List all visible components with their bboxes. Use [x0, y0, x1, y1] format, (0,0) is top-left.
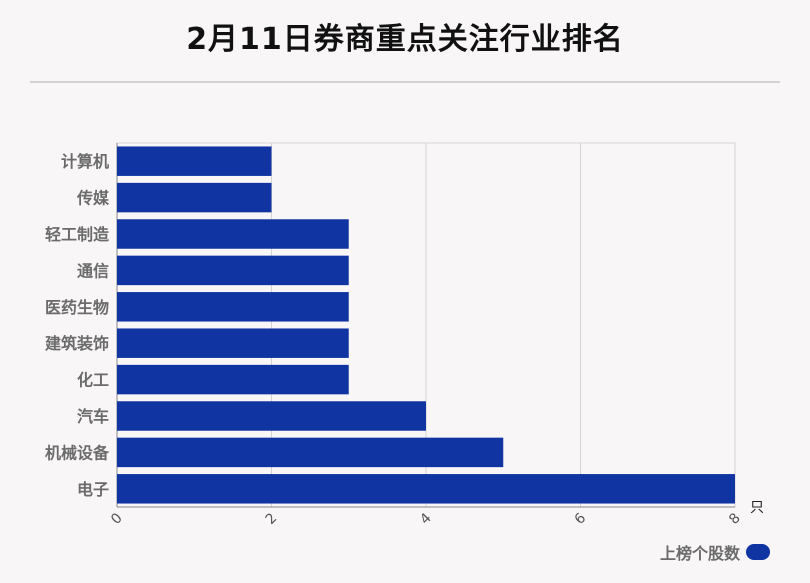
chart-title: 2月11日券商重点关注行业排名: [186, 22, 624, 57]
bar: [117, 219, 349, 249]
x-tick-label: 8: [726, 510, 744, 528]
legend-label: 上榜个股数: [659, 544, 740, 563]
x-unit-label: 只: [750, 500, 764, 516]
category-label: 电子: [77, 480, 109, 499]
category-label: 汽车: [77, 407, 109, 426]
category-label: 通信: [77, 261, 109, 280]
category-label: 传媒: [76, 189, 110, 208]
category-label: 计算机: [61, 152, 109, 171]
legend: 上榜个股数: [660, 540, 770, 564]
bar: [117, 364, 349, 395]
bar: [117, 182, 272, 213]
x-tick-label: 0: [108, 510, 126, 528]
category-label: 机械设备: [45, 443, 110, 462]
legend-swatch: [746, 544, 770, 560]
category-label: 建筑装饰: [45, 334, 109, 353]
bar: [117, 292, 349, 322]
x-tick-label: 6: [572, 510, 590, 528]
bar: [117, 255, 349, 286]
category-label: 轻工制造: [45, 225, 110, 244]
x-tick-label: 4: [417, 510, 435, 528]
category-label: 医药生物: [45, 298, 109, 317]
x-tick-label: 2: [263, 510, 281, 528]
title-divider: [30, 81, 780, 83]
category-label: 化工: [77, 371, 109, 390]
bar: [117, 401, 426, 431]
bar: [117, 437, 504, 468]
bar: [117, 146, 272, 176]
bar: [117, 474, 735, 504]
bar: [117, 328, 349, 358]
